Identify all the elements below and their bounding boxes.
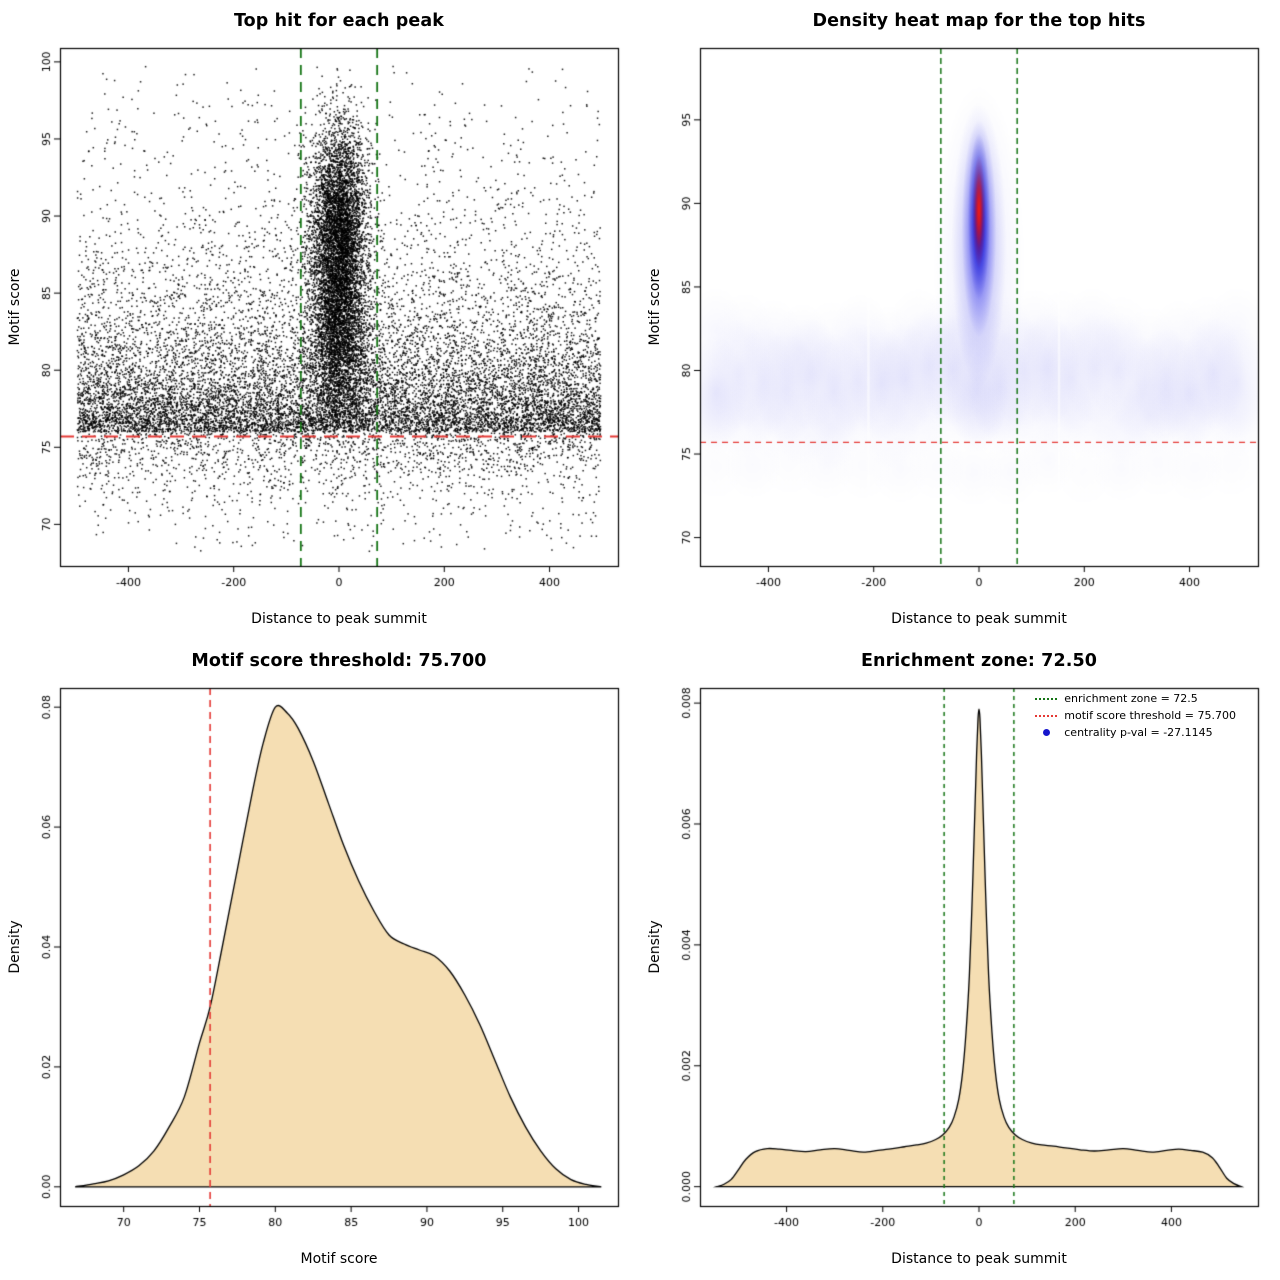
x-axis-label: Distance to peak summit [251, 611, 427, 627]
legend-label: enrichment zone = 72.5 [1064, 692, 1198, 705]
panel-title: Top hit for each peak [233, 11, 445, 31]
y-axis-label: Density [647, 920, 663, 974]
legend-label: motif score threshold = 75.700 [1064, 709, 1236, 722]
legend-label: centrality p-val = -27.1145 [1064, 726, 1213, 739]
panel-title: Enrichment zone: 72.50 [860, 651, 1098, 671]
y-axis-label: Motif score [7, 268, 23, 346]
legend-item-motif-threshold: motif score threshold = 75.700 [1035, 709, 1236, 722]
plot-legend: enrichment zone = 72.5 motif score thres… [1035, 692, 1236, 739]
x-axis-label: Distance to peak summit [891, 1251, 1067, 1267]
legend-item-centrality-pval: centrality p-val = -27.1145 [1035, 726, 1236, 739]
legend-item-enrichment-zone: enrichment zone = 72.5 [1035, 692, 1236, 705]
x-axis-label: Distance to peak summit [891, 611, 1067, 627]
panel-enrichment-zone-density: Enrichment zone: 72.50 Distance to peak … [640, 640, 1280, 1280]
motif-density-plot-canvas [0, 640, 640, 1280]
centrality-point-icon [1035, 729, 1057, 737]
y-axis-label: Density [7, 920, 23, 974]
heatmap-plot-canvas [640, 0, 1280, 640]
panel-top-hit-scatter: Top hit for each peak Distance to peak s… [0, 0, 640, 640]
x-axis-label: Motif score [300, 1251, 378, 1267]
enrichment-zone-line-icon [1035, 697, 1058, 700]
panel-density-heatmap: Density heat map for the top hits Distan… [640, 0, 1280, 640]
panel-motif-score-density: Motif score threshold: 75.700 Motif scor… [0, 640, 640, 1280]
y-axis-label: Motif score [647, 268, 663, 346]
panel-title: Motif score threshold: 75.700 [191, 651, 487, 671]
motif-threshold-line-icon [1035, 714, 1058, 717]
scatter-plot-canvas [0, 0, 640, 640]
panel-title: Density heat map for the top hits [812, 11, 1146, 31]
distance-density-plot-canvas [640, 640, 1280, 1280]
